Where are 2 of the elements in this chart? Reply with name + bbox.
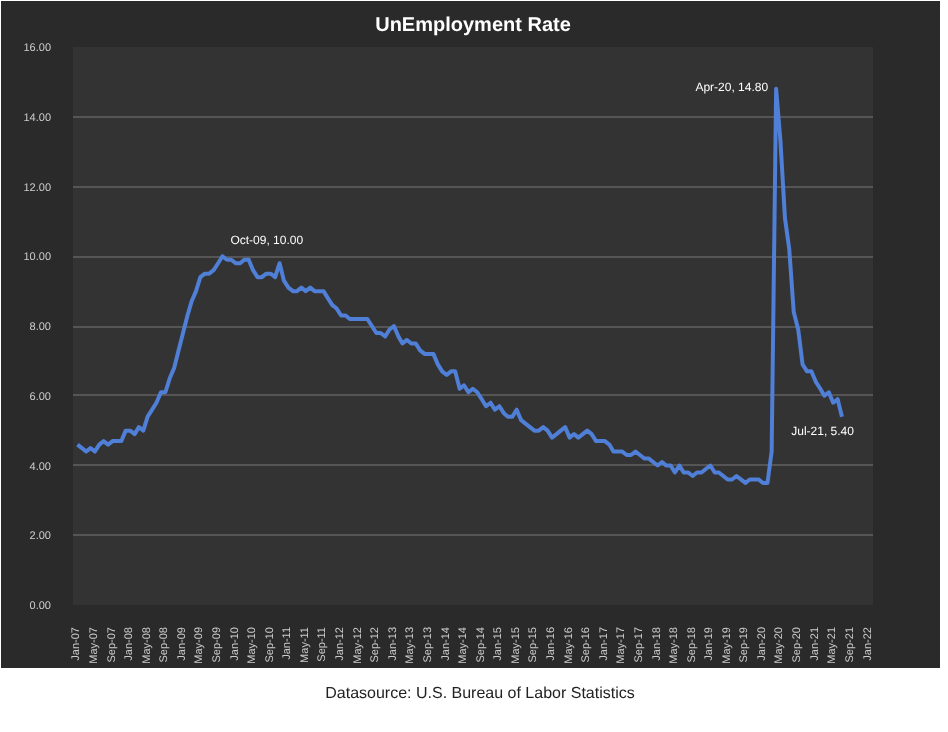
chart-title: UnEmployment Rate <box>375 15 572 37</box>
text: Datasource: U.S. Bureau of Labor Statistics <box>325 682 635 705</box>
